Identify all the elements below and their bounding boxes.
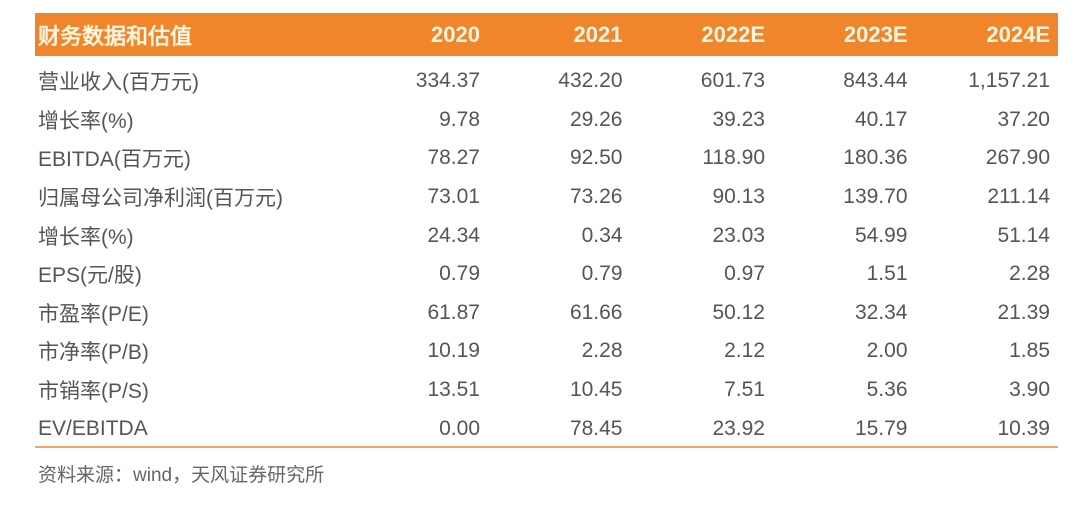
cell-value: 0.79 — [581, 262, 623, 286]
cell-value: 601.73 — [700, 69, 765, 93]
cell-value: 50.12 — [712, 300, 765, 324]
cell-value: 2.12 — [724, 339, 765, 363]
cell-value: 180.36 — [843, 146, 908, 170]
table-row: 营业收入(百万元) 334.37 432.20 601.73 843.44 1,157.2… — [35, 62, 1058, 101]
cell-value: 432.20 — [558, 69, 623, 93]
row-label: EBITDA(百万元) — [38, 148, 191, 172]
cell-value: 15.79 — [854, 416, 908, 440]
row-label: EV/EBITDA — [38, 416, 148, 440]
table-row: 增长率(%) 24.34 0.34 23.03 54.99 51.14 — [35, 216, 1058, 255]
cell-value: 37.20 — [997, 107, 1050, 131]
table-title: 财务数据和估值 — [38, 23, 193, 49]
row-label: EPS(元/股) — [38, 264, 142, 288]
cell-value: 0.00 — [439, 416, 480, 440]
source-note: 资料来源：wind，天风证券研究所 — [38, 465, 325, 486]
cell-value: 39.23 — [712, 107, 765, 131]
cell-value: 32.34 — [854, 300, 908, 324]
cell-value: 9.78 — [439, 107, 480, 131]
column-header: 2020 — [431, 21, 480, 47]
cell-value: 73.01 — [427, 185, 480, 209]
table-header: 财务数据和估值 2020 2021 2022E 2023E 2024E — [35, 13, 1058, 56]
cell-value: 2.28 — [581, 339, 623, 363]
row-label: 增长率(%) — [38, 109, 134, 133]
cell-value: 61.87 — [427, 300, 480, 324]
cell-value: 0.79 — [439, 262, 480, 286]
cell-value: 334.37 — [415, 69, 480, 93]
cell-value: 40.17 — [854, 107, 908, 131]
table-row: 归属母公司净利润(百万元) 73.01 73.26 90.13 139.70 211.14 — [35, 178, 1058, 217]
row-label: 市销率(P/S) — [38, 380, 149, 404]
cell-value: 23.92 — [712, 416, 765, 440]
cell-value: 843.44 — [843, 69, 908, 93]
cell-value: 0.34 — [581, 223, 623, 247]
cell-value: 118.90 — [702, 146, 765, 170]
row-label: 市净率(P/B) — [38, 341, 149, 365]
table-row: 市净率(P/B) 10.19 2.28 2.12 2.00 1.85 — [35, 332, 1058, 371]
row-label: 归属母公司净利润(百万元) — [38, 187, 283, 211]
cell-value: 10.39 — [997, 416, 1050, 440]
cell-value: 2.00 — [866, 339, 908, 363]
cell-value: 1.51 — [866, 262, 908, 286]
cell-value: 73.26 — [569, 185, 623, 209]
cell-value: 51.14 — [997, 223, 1050, 247]
table-row: EV/EBITDA 0.00 78.45 23.92 15.79 10.39 — [35, 409, 1058, 448]
financial-table: 财务数据和估值 2020 2021 2022E 2023E 2024E 营业收入… — [35, 13, 1058, 448]
column-header: 2024E — [986, 21, 1050, 47]
cell-value: 54.99 — [854, 223, 908, 247]
cell-value: 21.39 — [997, 300, 1050, 324]
row-label: 市盈率(P/E) — [38, 302, 149, 326]
cell-value: 3.90 — [1009, 378, 1050, 402]
cell-value: 211.14 — [987, 185, 1050, 209]
column-header: 2021 — [573, 21, 623, 47]
cell-value: 13.51 — [427, 378, 480, 402]
cell-value: 78.45 — [569, 416, 623, 440]
column-header: 2023E — [843, 21, 908, 47]
table-row: 增长率(%) 9.78 29.26 39.23 40.17 37.20 — [35, 101, 1058, 140]
cell-value: 267.90 — [985, 146, 1050, 170]
cell-value: 23.03 — [712, 223, 765, 247]
cell-value: 90.13 — [712, 185, 765, 209]
row-label: 增长率(%) — [38, 225, 134, 249]
table-row: 市销率(P/S) 13.51 10.45 7.51 5.36 3.90 — [35, 371, 1058, 410]
cell-value: 139.70 — [843, 185, 908, 209]
cell-value: 0.97 — [724, 262, 765, 286]
table-row: 市盈率(P/E) 61.87 61.66 50.12 32.34 21.39 — [35, 294, 1058, 333]
cell-value: 1.85 — [1009, 339, 1050, 363]
table-row: EPS(元/股) 0.79 0.79 0.97 1.51 2.28 — [35, 255, 1058, 294]
cell-value: 10.19 — [427, 339, 480, 363]
row-label: 营业收入(百万元) — [38, 71, 199, 95]
cell-value: 92.50 — [569, 146, 623, 170]
cell-value: 1,157.21 — [968, 69, 1050, 93]
cell-value: 5.36 — [866, 378, 908, 402]
cell-value: 7.51 — [724, 378, 765, 402]
bottom-rule — [35, 445, 1058, 448]
table-row: EBITDA(百万元) 78.27 92.50 118.90 180.36 267.90 — [35, 139, 1058, 178]
cell-value: 10.45 — [569, 378, 623, 402]
cell-value: 24.34 — [427, 223, 480, 247]
cell-value: 61.66 — [569, 300, 623, 324]
cell-value: 78.27 — [427, 146, 480, 170]
column-header: 2022E — [701, 21, 765, 47]
cell-value: 2.28 — [1009, 262, 1050, 286]
cell-value: 29.26 — [569, 107, 623, 131]
